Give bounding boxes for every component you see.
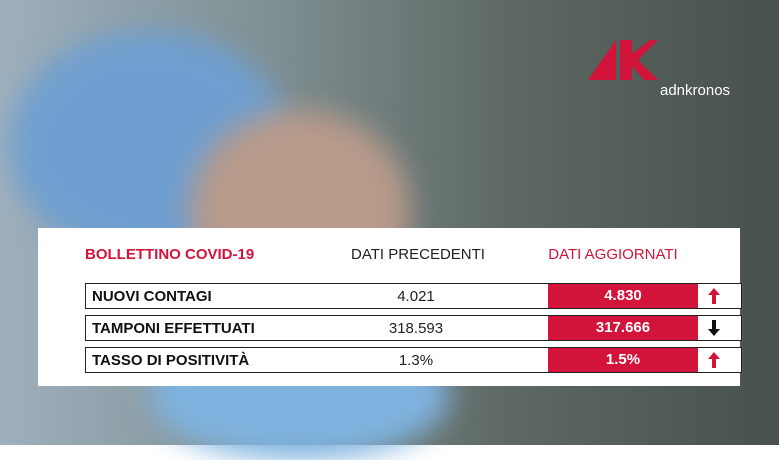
logo-mark — [588, 40, 658, 80]
page: {"logo": "adnkronos", "table": {"headers… — [0, 0, 779, 445]
arrow-up — [706, 287, 722, 305]
previous-value: 4.021 — [336, 288, 496, 305]
row-label: TASSO DI POSITIVITÀ — [92, 352, 249, 369]
previous-value: 318.593 — [336, 320, 496, 337]
updated-value: 1.5% — [548, 348, 698, 372]
table-panel: BOLLETTINO COVID-19 DATI PRECEDENTI DATI… — [38, 228, 740, 386]
row-label: NUOVI CONTAGI — [92, 288, 212, 305]
updated-value: 317.666 — [548, 316, 698, 340]
table-row: NUOVI CONTAGI 4.021 4.830 — [85, 283, 742, 309]
updated-value: 4.830 — [548, 284, 698, 308]
table-row: TAMPONI EFFETTUATI 318.593 317.666 — [85, 315, 742, 341]
header: BOLLETTINO COVID-19 — [85, 246, 254, 263]
arrow-down — [706, 319, 722, 337]
logo-text: adnkronos — [660, 82, 730, 99]
previous-value: 1.3% — [336, 352, 496, 369]
arrow-up — [706, 351, 722, 369]
header: DATI PRECEDENTI — [328, 246, 508, 263]
header: DATI AGGIORNATI — [538, 246, 688, 263]
row-label: TAMPONI EFFETTUATI — [92, 320, 255, 337]
table-row: TASSO DI POSITIVITÀ 1.3% 1.5% — [85, 347, 742, 373]
